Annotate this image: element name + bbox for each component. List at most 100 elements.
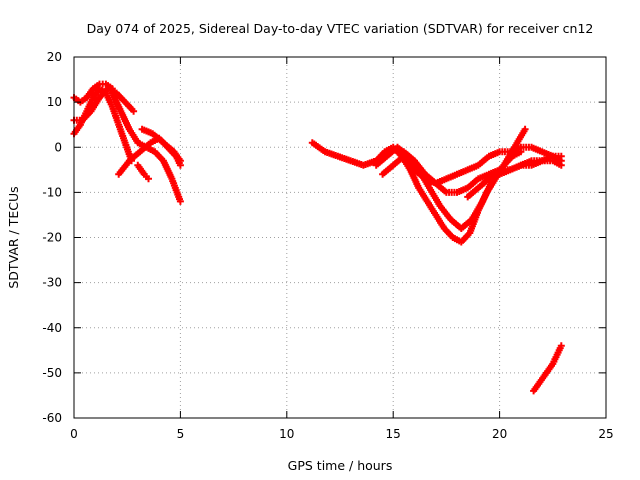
data-point-fill: [310, 140, 327, 154]
y-tick-label: 0: [54, 140, 62, 154]
y-tick-label: -10: [42, 185, 62, 199]
data-points: [70, 80, 565, 395]
data-point-fill: [445, 188, 458, 196]
axis-ticks: [73, 56, 607, 419]
data-point-fill: [149, 135, 161, 146]
data-point-fill: [138, 140, 153, 154]
series-arc-12: [464, 157, 565, 201]
data-point-fill: [448, 217, 463, 231]
data-point: [176, 197, 184, 205]
y-tick-label: -60: [42, 411, 62, 425]
data-point-fill: [434, 181, 449, 195]
x-tick-labels: 0 5 10 15 20 25: [70, 427, 613, 441]
data-point-fill: [151, 131, 166, 145]
data-point-fill: [145, 144, 157, 155]
x-axis-label: GPS time / hours: [288, 458, 393, 473]
y-tick-label: 20: [47, 50, 62, 64]
data-point-fill: [127, 127, 141, 145]
grid: [74, 57, 606, 418]
data-point-fill: [135, 163, 147, 176]
data-point-fill: [116, 159, 132, 176]
data-point-fill: [123, 100, 136, 113]
x-tick-label: 15: [386, 427, 401, 441]
y-tick-label: 10: [47, 95, 62, 109]
x-tick-label: 0: [70, 427, 78, 441]
x-tick-label: 10: [279, 427, 294, 441]
y-tick-labels: -60 -50 -40 -30 -20 -10 0 10 20: [42, 50, 62, 425]
data-point-fill: [91, 82, 101, 91]
data-point-fill: [541, 157, 554, 165]
data-point-fill: [84, 86, 96, 100]
data-point-fill: [401, 154, 417, 172]
data-point: [557, 342, 565, 350]
data-point-fill: [498, 148, 512, 156]
data-point: [557, 152, 565, 160]
data-point-fill: [103, 91, 115, 108]
data-point-fill: [531, 380, 543, 393]
data-point-fill: [412, 167, 427, 181]
data-point-fill: [427, 186, 443, 208]
data-point-fill: [554, 344, 564, 357]
data-point: [176, 157, 184, 165]
data-point-fill: [423, 172, 438, 186]
series-arc-11: [400, 148, 565, 196]
data-point-fill: [171, 150, 183, 163]
data-point-fill: [451, 235, 463, 245]
y-tick-label: -30: [42, 276, 62, 290]
data-point-fill: [438, 204, 453, 221]
data-point-fill: [551, 158, 563, 168]
data-point: [145, 175, 152, 183]
data-point-fill: [552, 152, 562, 160]
data-point-fill: [98, 86, 108, 96]
data-point-fill: [383, 144, 395, 155]
series-arc-4: [108, 89, 184, 205]
data-point-fill: [520, 161, 533, 169]
data-point-fill: [73, 116, 84, 124]
data-point-fill: [127, 149, 142, 163]
data-point-fill: [88, 96, 102, 113]
data-point-fill: [537, 371, 549, 384]
data-point: [557, 161, 565, 169]
data-point-fill: [402, 149, 417, 163]
x-tick-label: 20: [492, 427, 507, 441]
data-point-fill: [442, 226, 455, 240]
data-point-fill: [97, 86, 110, 100]
x-tick-label: 5: [177, 427, 185, 441]
data-point-fill: [80, 109, 93, 122]
data-point-fill: [84, 96, 96, 113]
x-tick-label: 25: [598, 427, 613, 441]
data-point-fill: [466, 176, 480, 190]
data-point-fill: [72, 95, 82, 105]
y-tick-label: -20: [42, 231, 62, 245]
data-point-fill: [380, 163, 395, 177]
data-point-fill: [511, 149, 523, 159]
data-point: [521, 125, 529, 133]
data-point-fill: [480, 177, 496, 203]
data-point-fill: [161, 140, 176, 154]
chart-title: Day 074 of 2025, Sidereal Day-to-day VTE…: [87, 21, 594, 36]
data-point-fill: [374, 150, 387, 163]
series-arc-6: [138, 125, 184, 165]
y-tick-label: -50: [42, 366, 62, 380]
data-point-fill: [374, 154, 389, 168]
data-point-fill: [459, 231, 472, 244]
y-tick-label: -40: [42, 321, 62, 335]
y-axis-label: SDTVAR / TECUs: [6, 186, 21, 288]
data-point-fill: [476, 176, 491, 190]
data-point-fill: [412, 159, 428, 176]
series-arc-13: [530, 342, 565, 395]
data-point-fill: [469, 199, 485, 221]
data-point: [130, 107, 138, 115]
data-point-fill: [136, 140, 148, 150]
data-point-fill: [550, 353, 560, 366]
data-point-fill: [476, 154, 491, 168]
data-point-fill: [512, 127, 528, 149]
data-point-fill: [79, 95, 89, 105]
data-point-fill: [153, 150, 166, 163]
data-point-fill: [459, 217, 474, 231]
data-point-fill: [520, 143, 533, 151]
data-point-fill: [114, 91, 127, 104]
data-point-fill: [416, 186, 430, 203]
data-point-fill: [425, 199, 438, 217]
